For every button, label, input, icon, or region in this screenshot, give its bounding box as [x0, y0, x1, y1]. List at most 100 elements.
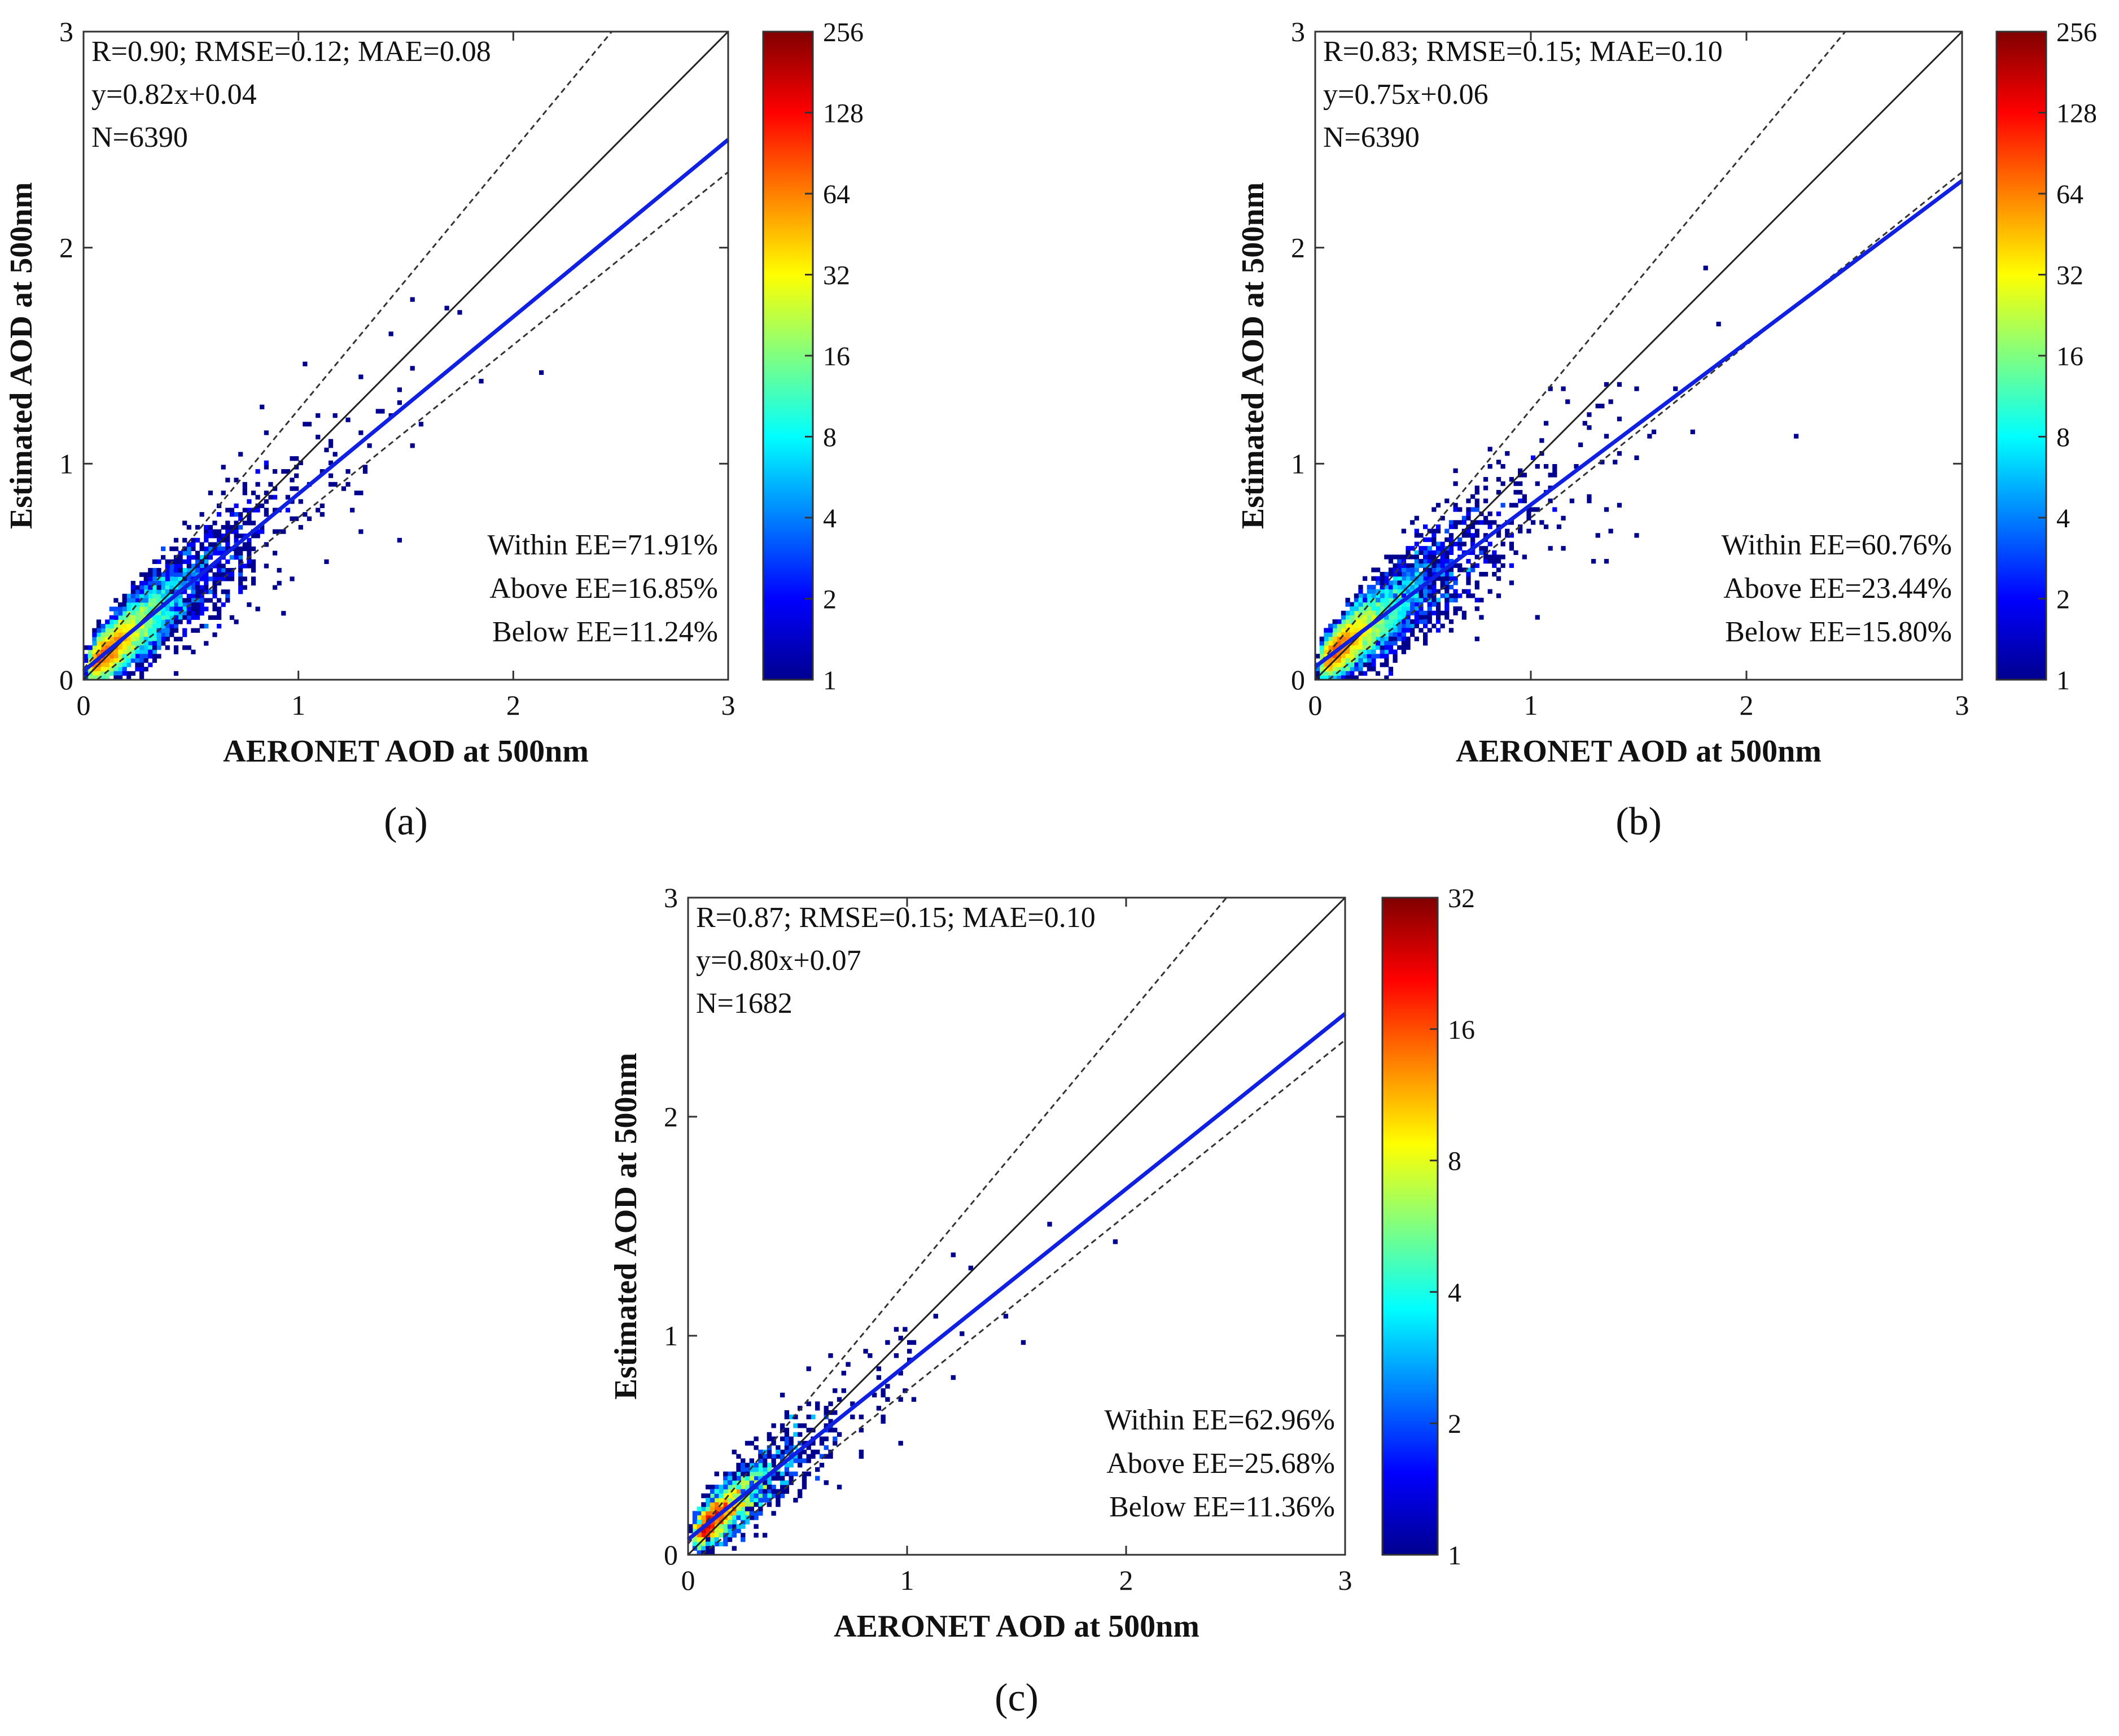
density-cell: [859, 1449, 864, 1455]
density-cell: [1328, 671, 1333, 676]
density-cell: [723, 1498, 728, 1503]
density-cell: [362, 469, 368, 474]
density-cell: [182, 615, 187, 620]
density-cell: [1354, 619, 1359, 624]
density-cell: [1341, 628, 1346, 633]
density-cell: [173, 537, 179, 543]
density-cell: [1350, 602, 1355, 607]
density-cell: [762, 1493, 768, 1498]
density-cell: [1496, 511, 1501, 517]
x-tick-label: 2: [1740, 689, 1754, 721]
density-cell: [204, 537, 209, 543]
density-cell: [1371, 576, 1376, 581]
density-cell: [1509, 580, 1514, 585]
density-cell: [1617, 502, 1622, 508]
density-cell: [135, 628, 140, 633]
density-cell: [1388, 636, 1394, 641]
density-cell: [319, 503, 325, 509]
density-cell: [1354, 662, 1359, 667]
density-cell: [217, 534, 222, 539]
density-cell: [96, 649, 102, 654]
density-cell: [255, 529, 260, 534]
density-cell: [1345, 623, 1350, 628]
density-cell: [1423, 641, 1428, 646]
density-cell: [1531, 455, 1536, 460]
density-cell: [139, 649, 145, 654]
density-cell: [1444, 559, 1450, 564]
density-cell: [126, 615, 132, 620]
density-cell: [1375, 654, 1381, 659]
density-cell: [706, 1537, 711, 1542]
density-cell: [204, 641, 209, 646]
density-cell: [1483, 486, 1488, 491]
density-cell: [1435, 602, 1441, 607]
density-cell: [161, 555, 166, 560]
density-cell: [1474, 486, 1479, 491]
density-cell: [1423, 563, 1428, 568]
density-cell: [1435, 597, 1441, 603]
density-cell: [135, 598, 140, 603]
density-cell: [156, 611, 161, 616]
density-cell: [701, 1493, 706, 1498]
density-cell: [178, 576, 183, 581]
fit-line: [686, 1012, 1347, 1541]
density-cell: [217, 615, 222, 620]
density-cell: [148, 619, 153, 624]
density-cell: [749, 1441, 754, 1446]
density-cell: [723, 1511, 728, 1516]
density-cell: [758, 1506, 763, 1511]
density-cell: [135, 662, 140, 667]
density-cell: [1423, 550, 1428, 556]
density-cell: [195, 589, 200, 594]
density-cell: [710, 1546, 715, 1551]
density-cell: [1435, 606, 1441, 611]
y-tick-label: 0: [664, 1539, 678, 1571]
density-cell: [697, 1550, 702, 1555]
density-cell: [701, 1511, 706, 1516]
density-cell: [749, 1480, 754, 1485]
density-cell: [122, 624, 127, 629]
density-cell: [191, 598, 196, 603]
density-cell: [1444, 572, 1450, 577]
density-cell: [410, 297, 415, 302]
density-cell: [1414, 563, 1419, 568]
density-cell: [117, 615, 123, 620]
density-cell: [165, 563, 170, 569]
density-cell: [1470, 550, 1476, 556]
density-cell: [143, 572, 148, 577]
density-cell: [1414, 550, 1419, 556]
density-cell: [173, 611, 179, 616]
density-cell: [109, 654, 114, 659]
density-cell: [789, 1441, 794, 1446]
density-cell: [706, 1484, 711, 1490]
density-cell: [749, 1511, 754, 1516]
density-cell: [767, 1467, 772, 1472]
density-cell: [793, 1423, 798, 1428]
density-cell: [143, 636, 148, 642]
density-cell: [143, 576, 148, 581]
density-cell: [1406, 615, 1411, 620]
density-cell: [100, 675, 106, 680]
density-cell: [802, 1441, 807, 1446]
density-cell: [876, 1406, 882, 1411]
density-cell: [1587, 425, 1592, 430]
density-cell: [723, 1528, 728, 1533]
density-cell: [1444, 584, 1450, 590]
density-cell: [741, 1502, 746, 1507]
density-cell: [1431, 567, 1437, 572]
density-cell: [264, 430, 269, 435]
density-cell: [217, 537, 222, 543]
density-cell: [212, 615, 217, 620]
density-cell: [217, 598, 222, 603]
density-cell: [1384, 628, 1389, 633]
density-cell: [109, 628, 114, 633]
colorbar-gradient: [763, 32, 813, 680]
density-cell: [811, 1454, 816, 1459]
density-cell: [1423, 589, 1428, 594]
density-cell: [148, 580, 153, 586]
density-cell: [173, 649, 179, 654]
density-cell: [706, 1506, 711, 1511]
density-cell: [793, 1471, 798, 1476]
density-cell: [212, 550, 217, 556]
density-cell: [1500, 563, 1505, 568]
